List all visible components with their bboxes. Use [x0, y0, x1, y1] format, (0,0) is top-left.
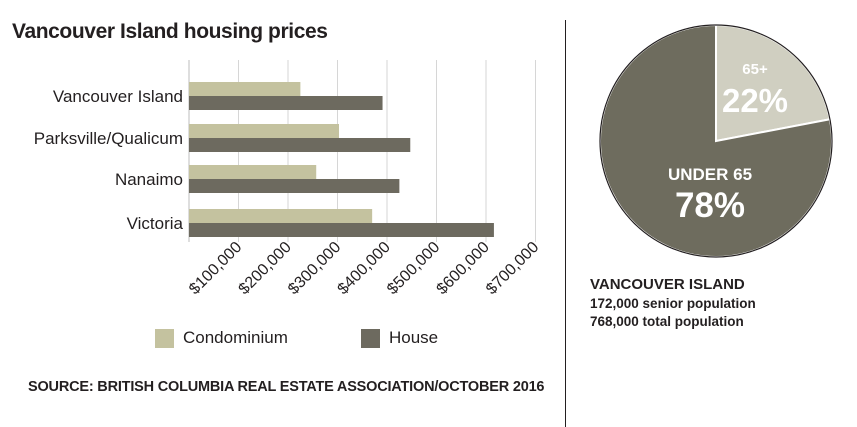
x-tick-label: $200,000 [236, 239, 295, 298]
total-population-stat: 768,000 total population [590, 314, 744, 329]
category-label: Victoria [127, 214, 184, 233]
bar-chart: Vancouver Island Parksville/Qualicum Nanai… [34, 60, 542, 298]
legend-swatch-condominium [155, 328, 174, 348]
bar-house [189, 179, 400, 193]
category-label: Parksville/Qualicum [34, 129, 183, 148]
category-label: Nanaimo [115, 170, 183, 189]
x-tick-label: $700,000 [483, 239, 542, 298]
pie-chart: 65+ 22% UNDER 65 78% [599, 23, 833, 258]
senior-population-stat: 172,000 senior population [590, 296, 756, 311]
pie-label: UNDER 65 [668, 165, 752, 184]
x-tick-label: $100,000 [186, 239, 245, 298]
bar-condominium [189, 209, 373, 223]
pie-value-label: 22% [722, 82, 788, 119]
bar-house [189, 96, 383, 110]
x-tick-label: $300,000 [285, 239, 344, 298]
bar-condominium [189, 82, 301, 96]
bar-house [189, 138, 411, 152]
legend-condominium: Condominium [155, 328, 288, 348]
x-tick-label: $600,000 [434, 239, 493, 298]
legend-swatch-house [361, 328, 380, 348]
x-tick-label: $400,000 [335, 239, 394, 298]
pie-outline [599, 24, 833, 258]
pie-value-label: 78% [675, 186, 745, 225]
bar-condominium [189, 165, 317, 179]
vertical-divider [565, 20, 566, 427]
legend-house: House [361, 328, 438, 348]
x-tick-label: $500,000 [384, 239, 443, 298]
chart-title: Vancouver Island housing prices [12, 20, 328, 43]
pie-label: 65+ [742, 61, 768, 78]
bar-house [189, 223, 494, 237]
pie-region-label: VANCOUVER ISLAND [590, 276, 745, 293]
source-note: SOURCE: BRITISH COLUMBIA REAL ESTATE ASS… [28, 379, 545, 395]
category-label: Vancouver Island [53, 87, 183, 106]
legend-label-house: House [389, 328, 439, 347]
bar-condominium [189, 124, 339, 138]
legend-label-condominium: Condominium [183, 328, 288, 347]
